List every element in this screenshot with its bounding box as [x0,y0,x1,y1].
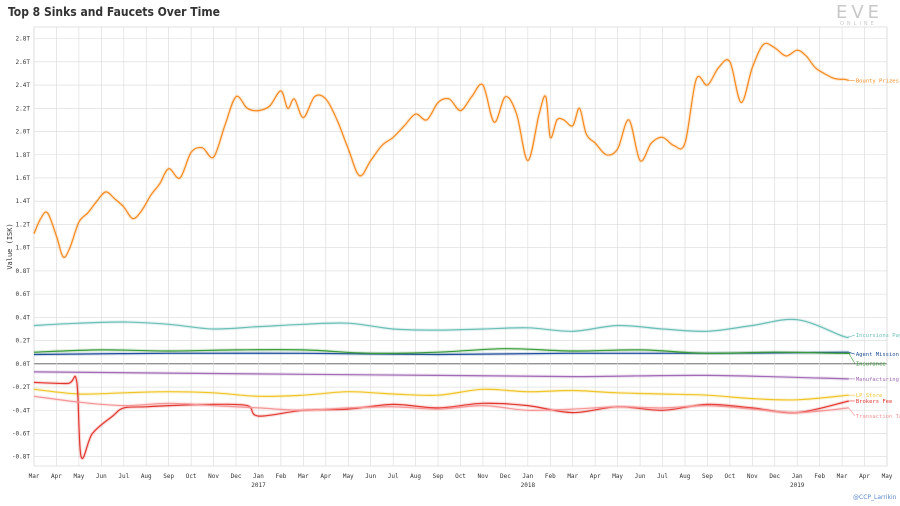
y-tick-label: 0.4T [16,314,31,321]
y-tick-label: 2.8T [16,36,31,43]
x-tick-label: Feb [275,473,286,480]
x-tick-label: Apr [320,473,331,480]
series-label-leader [848,334,855,338]
x-tick-label: Jan [792,473,803,480]
x-tick-label: Jan [522,473,533,480]
series-line [33,388,849,401]
x-tick-label: May [612,473,623,480]
x-year-label: 2018 [521,482,536,489]
series-label: Bounty Prizes [856,78,899,84]
x-tick-label: Jun [635,473,646,480]
axes: 2.8T 2.6T 2.4T 2.2T 2.0T 1.8T 1.6T 1.4T 1.2T 1.0T… [6,36,893,489]
series-line [33,395,849,414]
series-label: Manufacturing [856,377,899,383]
series-group [32,41,852,461]
y-tick-label: -0.4T [12,407,30,414]
x-tick-label: Apr [51,473,62,480]
x-tick-label: Feb [814,473,825,480]
x-tick-label: Mar [298,473,309,480]
x-tick-label: Mar [29,473,40,480]
x-tick-label: Apr [590,473,601,480]
x-tick-label: Jan [253,473,264,480]
series-label: LP Store [856,393,883,399]
series-line [33,348,851,355]
x-tick-label: Jul [388,473,399,480]
x-tick-label: May [343,473,354,480]
x-tick-label: Sep [433,473,444,480]
y-axis-label: Value (ISK) [6,223,14,269]
series-labels: Bounty Prizes Incursions Payout Agent Miss… [848,78,900,420]
y-tick-label: 2.4T [16,82,31,89]
x-tick-label: May [73,473,84,480]
x-tick-label: Nov [208,473,219,480]
series-label: Incursions Payout [856,333,900,339]
x-tick-label: Apr [859,473,870,480]
x-tick-label: Jul [118,473,129,480]
series-label: Agent Mission Rewards [856,352,900,358]
x-tick-label: Jul [657,473,668,480]
y-tick-label: 1.0T [16,245,31,252]
y-tick-label: 1.2T [16,221,31,228]
y-tick-label: 2.2T [16,105,31,112]
y-tick-label: 2.6T [16,59,31,66]
series-label: Brokers Fee [856,399,892,405]
x-tick-label: Dec [500,473,511,480]
x-tick-label: Aug [141,473,152,480]
series-line [33,42,849,258]
series-label-leader [848,351,855,355]
x-year-label: 2017 [251,482,266,489]
y-tick-label: 1.4T [16,198,31,205]
x-tick-label: Oct [724,473,735,480]
eve-logo-sub: ONLINE [840,21,877,27]
x-tick-label: Dec [231,473,242,480]
x-tick-label: Dec [769,473,780,480]
x-tick-label: Jun [365,473,376,480]
x-tick-label: Sep [163,473,174,480]
grid [33,26,888,467]
series-label: Transaction Tax [856,414,900,420]
series-label-leader [848,353,856,364]
y-tick-label: -0.2T [12,384,30,391]
x-tick-label: Aug [410,473,421,480]
x-tick-label: Aug [680,473,691,480]
x-tick-label: Mar [837,473,848,480]
series-line [33,371,849,380]
x-tick-label: Feb [545,473,556,480]
x-tick-label: Jun [96,473,107,480]
x-tick-label: Nov [747,473,758,480]
y-tick-label: 0.8T [16,268,31,275]
y-tick-label: 0.2T [16,338,31,345]
x-tick-label: Nov [478,473,489,480]
x-tick-label: Oct [186,473,197,480]
y-tick-label: 2.0T [16,129,31,136]
x-tick-label: Oct [455,473,466,480]
x-tick-label: May [882,473,893,480]
y-tick-label: 1.8T [16,152,31,159]
y-tick-label: 1.6T [16,175,31,182]
series-label: Insurance [856,361,886,367]
author-credit: @CCP_Larrikin [853,494,897,501]
y-tick-label: 0.6T [16,291,31,298]
series-line [33,318,850,339]
chart-title: Top 8 Sinks and Faucets Over Time [8,5,220,19]
y-tick-label: 0.0T [16,361,31,368]
eve-logo: EVE [836,2,884,23]
x-tick-label: Sep [702,473,713,480]
y-tick-label: -0.8T [12,454,30,461]
series-label-leader [848,407,856,417]
y-tick-label: -0.6T [12,430,30,437]
x-tick-label: Mar [567,473,578,480]
x-year-label: 2019 [790,482,805,489]
